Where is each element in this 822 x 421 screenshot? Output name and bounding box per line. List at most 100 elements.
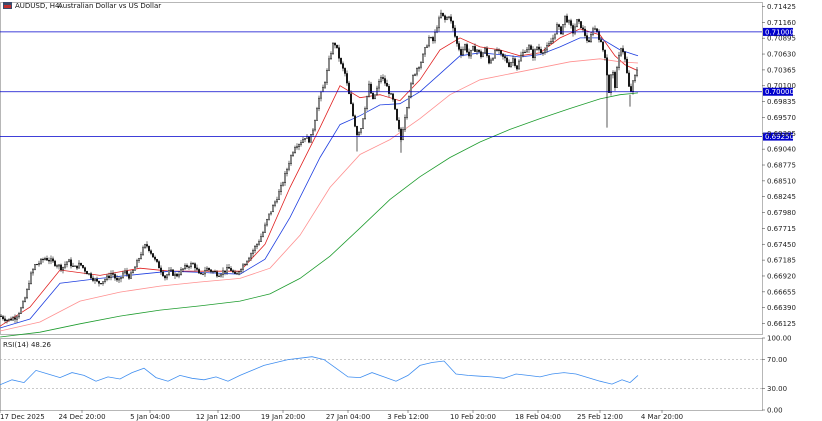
candle-body <box>488 55 490 64</box>
candle-body <box>20 307 22 314</box>
candle-body <box>12 317 14 321</box>
candle-body <box>8 318 10 321</box>
candle-body <box>280 184 282 193</box>
price-tick-label: 0.71160 <box>767 19 796 27</box>
candle-body <box>112 273 114 275</box>
candle-body <box>472 46 474 51</box>
rsi-tick-label: 70.00 <box>767 356 787 364</box>
candle-body <box>154 256 156 260</box>
rsi-tick-label: 100.00 <box>767 335 792 343</box>
candle-body <box>396 108 398 121</box>
candle-body <box>120 277 122 280</box>
candle-body <box>500 50 502 55</box>
candle-body <box>552 37 554 42</box>
candle-body <box>388 86 390 94</box>
candle-body <box>32 269 34 274</box>
candle-body <box>426 45 428 48</box>
candle-body <box>340 57 342 64</box>
candle-body <box>298 144 300 147</box>
candle-body <box>618 54 620 68</box>
candle-body <box>550 41 552 44</box>
candle-body <box>508 62 510 67</box>
candle-body <box>420 62 422 68</box>
price-frame <box>0 2 763 335</box>
candle-body <box>504 56 506 59</box>
candle-body <box>462 49 464 56</box>
candle-body <box>44 258 46 260</box>
candle-body <box>510 62 512 67</box>
candle-body <box>612 72 614 76</box>
candle-body <box>478 49 480 52</box>
moving-average-line-2 <box>0 37 639 329</box>
candle-body <box>296 146 298 148</box>
candle-body <box>254 246 256 251</box>
candle-body <box>596 28 598 32</box>
candle-body <box>246 260 248 265</box>
candle-body <box>464 44 466 50</box>
candle-body <box>352 103 354 117</box>
price-tick-label: 0.70630 <box>767 51 796 59</box>
candle-body <box>344 68 346 74</box>
candle-body <box>610 74 612 93</box>
candle-body <box>266 219 268 226</box>
candle-body <box>418 66 420 69</box>
candle-body <box>66 261 68 265</box>
candle-body <box>80 262 82 266</box>
candle-body <box>108 275 110 279</box>
candle-body <box>366 95 368 109</box>
candle-body <box>404 117 406 130</box>
candle-body <box>274 201 276 206</box>
candle-body <box>600 39 602 43</box>
candle-body <box>468 51 470 57</box>
candle-body <box>148 245 150 251</box>
price-tick-label: 0.68775 <box>767 162 796 170</box>
candle-body <box>200 272 202 275</box>
candle-body <box>496 49 498 51</box>
candle-body <box>174 273 176 276</box>
candle-body <box>582 27 584 30</box>
candle-body <box>416 68 418 75</box>
candle-body <box>554 33 556 39</box>
candle-body <box>168 270 170 276</box>
candle-body <box>22 301 24 309</box>
time-tick-label: 27 Jan 04:00 <box>326 413 370 421</box>
candle-body <box>620 48 622 56</box>
moving-average-line-1 <box>0 28 639 327</box>
candle-body <box>584 28 586 36</box>
candle-body <box>568 20 570 23</box>
candle-body <box>364 108 366 119</box>
candle-body <box>322 86 324 93</box>
price-tick-label: 0.67980 <box>767 209 796 217</box>
candle-body <box>386 83 388 87</box>
candle-body <box>492 57 494 61</box>
candle-body <box>574 26 576 34</box>
price-tick-label: 0.67185 <box>767 257 796 265</box>
candle-body <box>470 49 472 57</box>
candle-body <box>482 52 484 58</box>
candle-body <box>16 316 18 320</box>
candle-body <box>2 316 4 320</box>
candle-body <box>452 20 454 29</box>
candle-body <box>362 118 364 129</box>
candle-body <box>166 274 168 279</box>
candle-body <box>540 49 542 54</box>
candle-body <box>480 51 482 58</box>
candle-body <box>378 81 380 89</box>
candle-body <box>84 267 86 272</box>
candle-body <box>196 267 198 270</box>
candle-body <box>522 51 524 56</box>
candle-body <box>14 317 16 320</box>
price-tick-label: 0.66655 <box>767 288 796 296</box>
candle-body <box>210 269 212 272</box>
level-tag <box>763 87 793 96</box>
candle-body <box>262 232 264 237</box>
price-tick-label: 0.68510 <box>767 177 796 185</box>
candle-body <box>172 269 174 276</box>
candle-body <box>216 271 218 277</box>
candle-body <box>150 250 152 254</box>
candle-body <box>432 37 434 42</box>
candle-body <box>34 264 36 270</box>
candle-body <box>106 275 108 280</box>
symbol-icon-flag <box>4 5 11 8</box>
candle-body <box>278 191 280 200</box>
